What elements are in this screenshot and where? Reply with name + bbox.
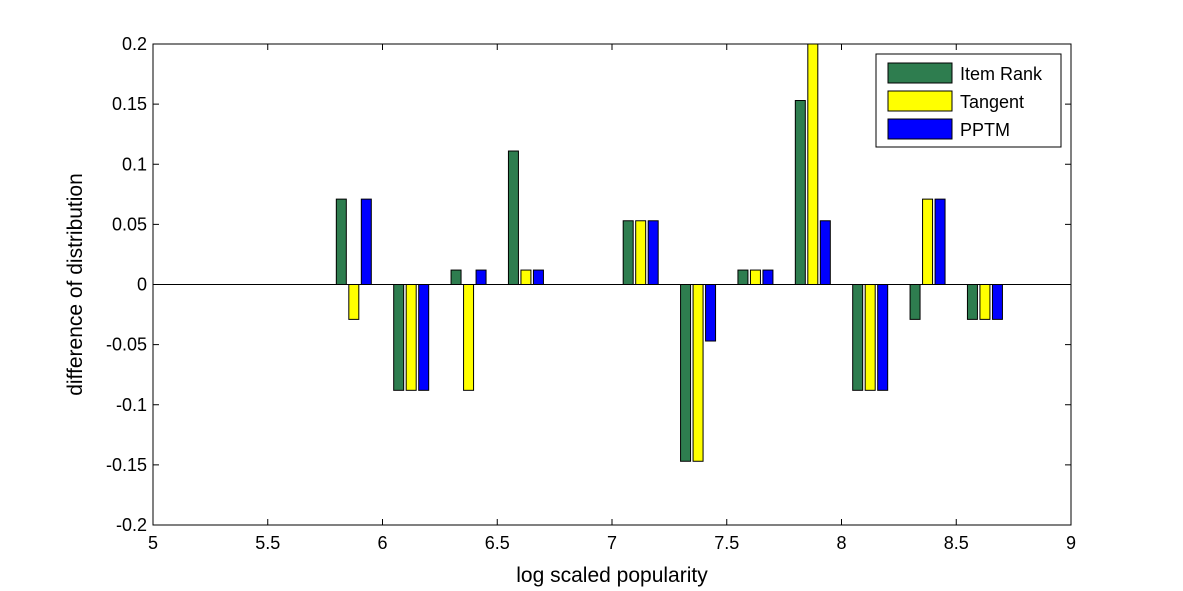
bar-pptm — [762, 269, 774, 286]
bar-pptm — [418, 284, 430, 391]
x-tick-label: 9 — [1066, 533, 1076, 553]
legend: Item Rank Tangent PPTM — [875, 53, 1062, 148]
bar-item-rank — [335, 198, 347, 285]
legend-label-item-rank: Item Rank — [960, 64, 1043, 84]
x-tick-label: 5 — [148, 533, 158, 553]
bar-tangent — [864, 284, 876, 391]
bar-item-rank — [737, 269, 749, 286]
x-tick-label: 5.5 — [255, 533, 280, 553]
legend-swatch-tangent — [887, 90, 953, 112]
y-axis-title: difference of distribution — [64, 173, 87, 396]
bar-pptm — [705, 284, 717, 342]
x-tick-label: 8 — [836, 533, 846, 553]
axis-ticks: 5 5.5 6 6.5 7 7.5 8 8.5 9 0.2 0.15 0.1 0.05 0 -0.05 -0.… — [106, 34, 1076, 553]
y-tick-label: -0.15 — [106, 455, 147, 475]
y-tick-label: 0.2 — [122, 34, 147, 54]
bar-tangent — [979, 284, 991, 320]
bar-pptm — [475, 269, 487, 286]
y-tick-label: -0.1 — [116, 395, 147, 415]
bar-tangent — [807, 43, 819, 285]
x-tick-label: 7 — [607, 533, 617, 553]
bar-item-rank — [680, 284, 692, 462]
bar-pptm — [532, 269, 544, 286]
y-tick-label: 0.15 — [112, 94, 147, 114]
bar-tangent — [520, 269, 532, 286]
bar-tangent — [405, 284, 417, 391]
x-axis-title: log scaled popularity — [516, 564, 708, 587]
bar-pptm — [934, 198, 946, 285]
bar-pptm — [991, 284, 1003, 320]
bar-tangent — [692, 284, 704, 462]
bar-item-rank — [852, 284, 864, 391]
bar-pptm — [647, 220, 659, 285]
y-tick-label: 0.1 — [122, 154, 147, 174]
x-tick-label: 6.5 — [485, 533, 510, 553]
bar-pptm — [877, 284, 889, 391]
bar-tangent — [749, 269, 761, 286]
legend-swatch-pptm — [887, 118, 953, 140]
bar-item-rank — [966, 284, 978, 320]
y-tick-label: -0.2 — [116, 515, 147, 535]
y-tick-label: 0.05 — [112, 214, 147, 234]
bar-tangent — [635, 220, 647, 285]
bar-tangent — [348, 284, 360, 320]
bar-item-rank — [794, 100, 806, 285]
x-tick-label: 7.5 — [714, 533, 739, 553]
x-tick-label: 6 — [377, 533, 387, 553]
x-tick-label: 8.5 — [944, 533, 969, 553]
legend-label-pptm: PPTM — [960, 120, 1010, 140]
bar-item-rank — [622, 220, 634, 285]
bar-tangent — [463, 284, 475, 391]
bar-item-rank — [507, 150, 519, 285]
bar-pptm — [819, 220, 831, 285]
bar-pptm — [360, 198, 372, 285]
bar-item-rank — [450, 269, 462, 286]
bar-item-rank — [393, 284, 405, 391]
legend-label-tangent: Tangent — [960, 92, 1024, 112]
bar-tangent — [922, 198, 934, 285]
y-tick-label: 0 — [137, 275, 147, 295]
bar-item-rank — [909, 284, 921, 320]
y-tick-label: -0.05 — [106, 335, 147, 355]
legend-swatch-item-rank — [887, 62, 953, 84]
